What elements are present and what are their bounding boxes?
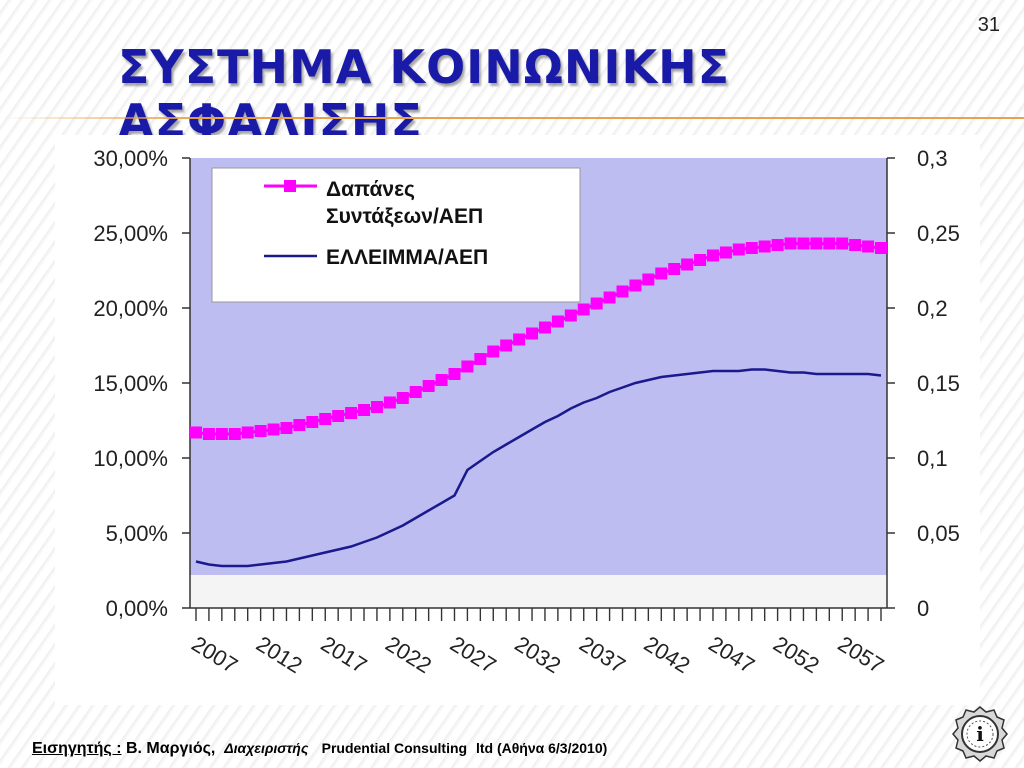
series-point-pension [719, 246, 732, 259]
footer-details: ltd (Αθήνα 6/3/2010) [475, 740, 608, 756]
series-point-pension [732, 243, 745, 256]
x-tick-label: 2007 [187, 631, 242, 678]
series-point-pension [448, 368, 461, 380]
series-point-pension [629, 279, 642, 292]
series-point-pension [435, 374, 448, 386]
series-point-pension [422, 380, 435, 392]
series-point-pension [551, 315, 564, 328]
slide-title: ΣΥΣΤΗΜΑ ΚΟΙΝΩΝΙΚΗΣ ΑΣΦΑΛΙΣΗΣ [118, 40, 731, 148]
series-point-pension [228, 428, 241, 440]
legend-label-pension-line1: Δαπάνες [326, 178, 415, 201]
series-line-deficit [195, 368, 882, 568]
legend-label-deficit: ΕΛΛΕΙΜΜΑ/ΑΕΠ [326, 246, 488, 269]
series-point-pension [875, 242, 887, 254]
info-seal-icon: i [952, 706, 1008, 762]
series-point-pension [810, 237, 823, 250]
series-point-pension [358, 404, 371, 416]
series-point-pension [370, 401, 383, 413]
series-point-pension [771, 239, 784, 251]
y-left-tick-label: 10,00% [93, 446, 168, 471]
y-right-tick-label: 0,1 [917, 446, 948, 471]
footer: Εισηγητής : Β. Μαργιός, Διαχειριστής Pru… [32, 740, 607, 758]
series-point-pension [267, 423, 280, 436]
y-right-tick-label: 0,3 [917, 146, 948, 171]
series-point-pension [293, 419, 306, 431]
y-left-tick-label: 15,00% [93, 371, 168, 396]
x-tick-label: 2042 [640, 631, 695, 678]
series-point-pension [280, 422, 293, 434]
x-tick-label: 2022 [381, 631, 436, 678]
series-point-pension [396, 392, 409, 404]
series-point-pension [784, 237, 797, 250]
legend-label-pension-line2: Συντάξεων/ΑΕΠ [326, 205, 483, 228]
company-name: Prudential Consulting [321, 740, 468, 756]
series-point-pension [526, 327, 539, 340]
svg-text:i: i [976, 722, 984, 746]
slide-number: 31 [977, 14, 1000, 36]
x-tick-label: 2017 [317, 631, 372, 678]
series-point-pension [616, 285, 629, 298]
series-point-pension [862, 240, 875, 253]
series-point-pension [409, 386, 422, 398]
title-divider [0, 117, 1024, 119]
x-tick-label: 2052 [769, 631, 824, 678]
series-point-pension [706, 249, 719, 262]
legend-box [211, 167, 581, 303]
series-point-pension [642, 273, 655, 286]
series-point-pension [823, 237, 836, 250]
series-point-pension [655, 267, 668, 280]
y-left-tick-label: 25,00% [93, 221, 168, 246]
series-point-pension [190, 426, 202, 439]
series-point-pension [538, 321, 551, 334]
legend-marker-pension [284, 180, 296, 192]
x-tick-label: 2027 [446, 631, 501, 678]
series-point-pension [306, 416, 319, 428]
series-point-pension [577, 303, 590, 316]
presenter-label: Εισηγητής : [32, 740, 122, 757]
series-point-pension [513, 333, 526, 346]
series-point-pension [603, 291, 616, 304]
y-left-tick-label: 0,00% [106, 596, 168, 621]
x-tick-label: 2057 [834, 631, 889, 678]
series-point-pension [215, 428, 228, 440]
y-left-tick-label: 20,00% [93, 296, 168, 321]
series-point-pension [836, 237, 849, 250]
pension-deficit-chart: 0,00% 5,00% 10,00% 15,00% 20,00% 25,00% 30,00%… [93, 146, 960, 678]
x-tick-label: 2032 [510, 631, 565, 678]
plot-lower-band [190, 575, 887, 608]
series-point-pension [474, 353, 487, 365]
x-tick-label: 2047 [704, 631, 759, 678]
y-right-tick-label: 0 [917, 596, 929, 621]
series-point-pension [849, 239, 862, 251]
series-point-pension [332, 410, 345, 422]
series-point-pension [345, 407, 358, 419]
series-point-pension [758, 240, 771, 253]
y-left-tick-label: 30,00% [93, 146, 168, 171]
series-point-pension [383, 396, 396, 409]
x-tick-label: 2012 [252, 631, 307, 678]
series-point-pension [254, 425, 267, 437]
series-point-pension [487, 345, 500, 358]
series-point-pension [694, 254, 707, 266]
x-tick-label: 2037 [575, 631, 630, 678]
y-right-tick-label: 0,25 [917, 221, 960, 246]
series-point-pension [564, 309, 577, 322]
y-right-tick-label: 0,15 [917, 371, 960, 396]
y-left-tick-label: 5,00% [106, 521, 168, 546]
presenter-role: Διαχειριστής [224, 740, 309, 756]
series-point-pension [319, 413, 332, 425]
presenter-name: Β. Μαργιός, [125, 740, 216, 757]
chart-panel: 0,00% 5,00% 10,00% 15,00% 20,00% 25,00% 30,00%… [55, 135, 980, 705]
series-point-pension [202, 428, 215, 440]
series-point-pension [241, 426, 254, 439]
y-right-tick-label: 0,05 [917, 521, 960, 546]
series-point-pension [681, 258, 694, 271]
series-point-pension [797, 237, 810, 250]
series-point-pension [668, 263, 681, 275]
series-point-pension [590, 297, 603, 310]
series-point-pension [500, 339, 513, 352]
y-right-tick-label: 0,2 [917, 296, 948, 321]
series-point-pension [461, 360, 474, 373]
series-point-pension [745, 242, 758, 254]
